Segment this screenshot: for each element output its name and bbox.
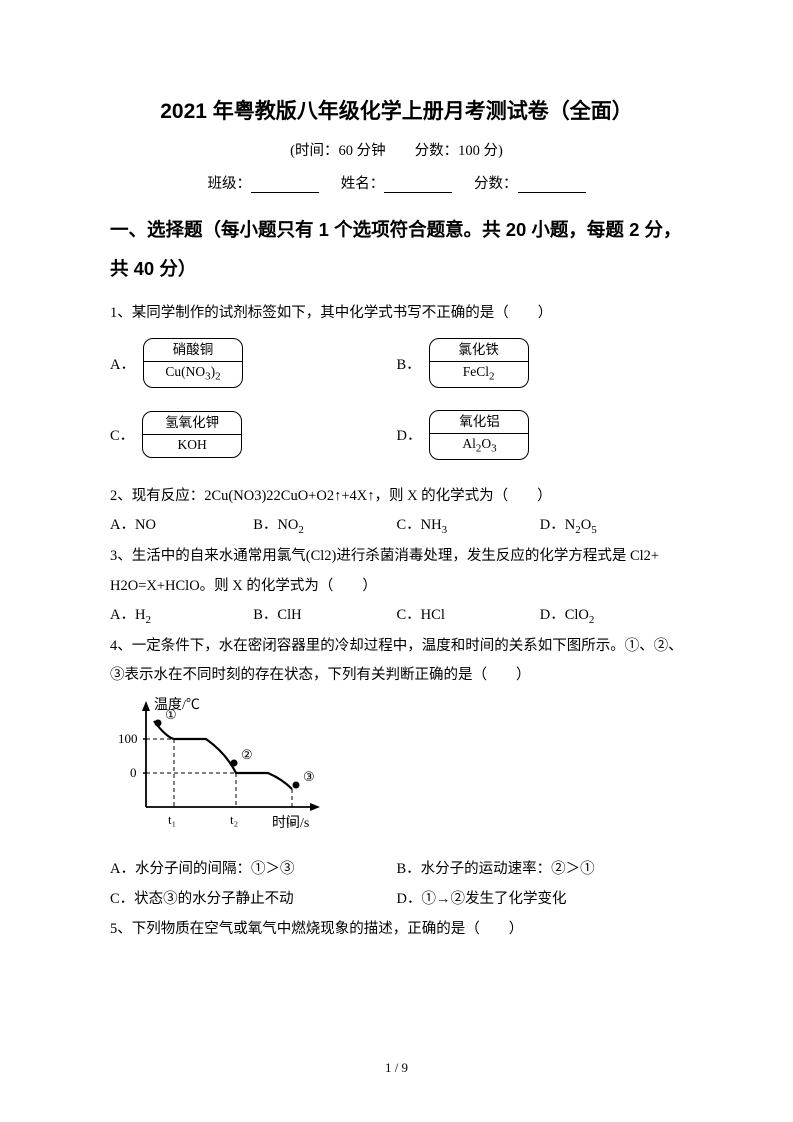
class-label: 班级：: [208, 176, 252, 192]
q4-options-row1: A．水分子间的间隔：①＞③ B．水分子的运动速率：②＞①: [110, 855, 683, 885]
q1-options-row2: C． 氢氧化钾 KOH D． 氧化铝 Al2O3: [110, 410, 683, 460]
q4-C: C．状态③的水分子静止不动: [110, 885, 397, 915]
svg-text:100: 100: [118, 731, 138, 746]
class-blank: [251, 179, 319, 193]
q1-D-label: D．: [397, 424, 422, 445]
section-1-header: 一、选择题（每小题只有 1 个选项符合题意。共 20 小题，每题 2 分，共 4…: [110, 211, 683, 289]
q1-A-name: 硝酸铜: [144, 340, 242, 361]
q1-C-label: C．: [110, 424, 134, 445]
q2-options: A．NO B．NO2 C．NH3 D．N2O5: [110, 511, 683, 541]
q4-stem: 4、一定条件下，水在密闭容器里的冷却过程中，温度和时间的关系如下图所示。①、②、…: [110, 632, 683, 691]
svg-text:③: ③: [303, 769, 315, 784]
q1-C-name: 氢氧化钾: [143, 413, 241, 434]
q3-options: A．H2 B．ClH C．HCl D．ClO2: [110, 601, 683, 631]
svg-text:t₃: t₃: [286, 812, 294, 827]
q4-D: D．①→②发生了化学变化: [397, 885, 684, 915]
q2-D: D．N2O5: [540, 511, 683, 541]
svg-text:温度/℃: 温度/℃: [154, 697, 200, 713]
q1-D-name: 氧化铝: [430, 412, 528, 433]
q2-C: C．NH3: [397, 511, 540, 541]
q1-B-tag: 氯化铁 FeCl2: [429, 338, 529, 388]
q1-D-formula: Al2O3: [430, 434, 528, 458]
q1-options-row1: A． 硝酸铜 Cu(NO3)2 B． 氯化铁 FeCl2: [110, 338, 683, 388]
q1-A-formula: Cu(NO3)2: [144, 362, 242, 386]
q1-C-tag: 氢氧化钾 KOH: [142, 411, 242, 458]
svg-text:t₂: t₂: [230, 812, 238, 827]
q1-A-label: A．: [110, 353, 135, 374]
q4-B: B．水分子的运动速率：②＞①: [397, 855, 684, 885]
q3-A: A．H2: [110, 601, 253, 631]
q1-stem: 1、某同学制作的试剂标签如下，其中化学式书写不正确的是（ ）: [110, 299, 683, 329]
q4-graph: 温度/℃1000时间/st₁t₂t₃①②③: [110, 697, 683, 847]
temperature-time-chart: 温度/℃1000时间/st₁t₂t₃①②③: [110, 697, 335, 842]
q5-stem: 5、下列物质在空气或氧气中燃烧现象的描述，正确的是（ ）: [110, 915, 683, 945]
q1-B-label: B．: [397, 353, 421, 374]
q2-B: B．NO2: [253, 511, 396, 541]
page-footer: 1 / 9: [0, 1060, 793, 1076]
score-blank: [518, 179, 586, 193]
page-title: 2021 年粤教版八年级化学上册月考测试卷（全面）: [110, 95, 683, 125]
svg-text:①: ①: [165, 707, 177, 722]
q3-C: C．HCl: [397, 601, 540, 631]
svg-text:②: ②: [241, 747, 253, 762]
q1-B-name: 氯化铁: [430, 340, 528, 361]
q3-stem: 3、生活中的自来水通常用氯气(Cl2)进行杀菌消毒处理，发生反应的化学方程式是 …: [110, 542, 683, 601]
svg-text:t₁: t₁: [168, 812, 176, 827]
score-label: 分数：: [474, 176, 518, 192]
q1-B-formula: FeCl2: [430, 362, 528, 386]
student-fill-line: 班级： 姓名： 分数：: [110, 172, 683, 193]
q3-B: B．ClH: [253, 601, 396, 631]
svg-text:0: 0: [130, 765, 137, 780]
q1-D-tag: 氧化铝 Al2O3: [429, 410, 529, 460]
q2-stem: 2、现有反应：2Cu(NO3)22CuO+O2↑+4X↑，则 X 的化学式为（ …: [110, 482, 683, 512]
name-blank: [384, 179, 452, 193]
q3-D: D．ClO2: [540, 601, 683, 631]
q4-options-row2: C．状态③的水分子静止不动 D．①→②发生了化学变化: [110, 885, 683, 915]
q2-A: A．NO: [110, 511, 253, 541]
q1-C-formula: KOH: [143, 435, 241, 456]
q1-A-tag: 硝酸铜 Cu(NO3)2: [143, 338, 243, 388]
q4-A: A．水分子间的间隔：①＞③: [110, 855, 397, 885]
exam-meta: (时间：60 分钟 分数：100 分): [110, 139, 683, 160]
name-label: 姓名：: [341, 176, 385, 192]
